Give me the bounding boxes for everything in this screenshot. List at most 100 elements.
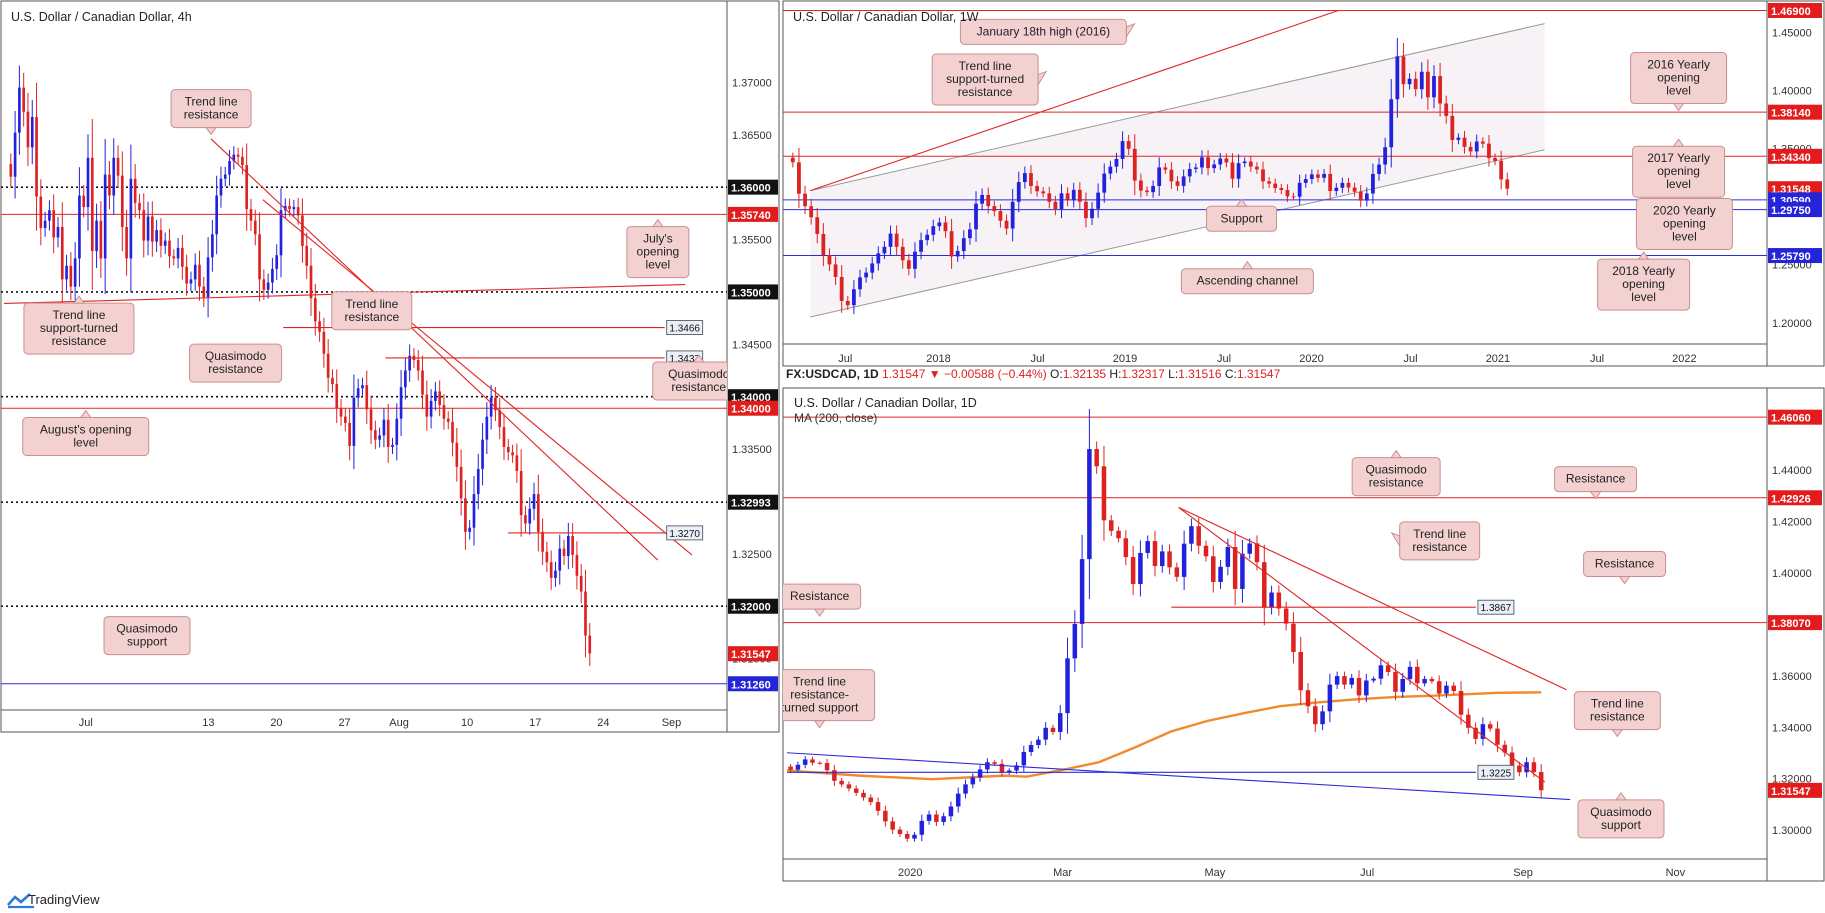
candle-body: [382, 419, 386, 436]
candle-body: [1413, 78, 1418, 90]
candle-body: [253, 220, 257, 235]
candle-body: [882, 246, 887, 254]
callout-pointer: [692, 354, 705, 363]
candle-body: [1342, 676, 1347, 685]
candle-body: [802, 759, 808, 765]
callout-text: Quasimodo: [205, 349, 267, 363]
candle-body: [1480, 141, 1485, 144]
candle-body: [1090, 208, 1094, 219]
level-tag-label: 1.3270: [669, 529, 700, 540]
candle-body: [980, 194, 985, 204]
header-piece: O:: [1050, 367, 1063, 381]
candle-body: [1285, 189, 1290, 197]
candle-body: [931, 226, 936, 235]
price-tag: [728, 389, 778, 405]
callout-text: support: [127, 635, 168, 649]
price-tag: [1768, 202, 1822, 218]
candle-body: [1065, 193, 1070, 201]
candle-body: [1517, 765, 1522, 773]
candle-body: [519, 471, 523, 516]
candle-body: [506, 446, 510, 453]
candle-body: [1480, 724, 1486, 739]
candle-body: [1029, 173, 1033, 187]
callout-pointer: [79, 409, 92, 419]
candle-body: [1175, 181, 1180, 186]
candle-body: [588, 635, 592, 654]
candle-body: [1474, 141, 1479, 152]
y-tick-label: 1.44000: [1772, 465, 1812, 477]
candle-body: [211, 234, 214, 258]
x-tick-label: Jul: [79, 717, 93, 729]
candle-body: [78, 195, 81, 259]
trend-line: [786, 752, 1571, 801]
price-tag-label: 1.31260: [731, 679, 771, 691]
candle-body: [1322, 173, 1326, 178]
candle-body: [43, 220, 47, 229]
candle-body: [266, 282, 270, 290]
callout-pointer: [1672, 103, 1685, 112]
price-tag: [1768, 2, 1822, 18]
x-tick-label: 2020: [1299, 353, 1323, 365]
candle-body: [292, 207, 296, 210]
candle-body: [1509, 752, 1515, 766]
candle-body: [1254, 543, 1260, 563]
x-tick-label: 13: [202, 717, 214, 729]
candle-body: [1538, 772, 1544, 791]
candle-body: [245, 165, 249, 210]
trend-line: [1178, 506, 1567, 691]
y-tick-label: 1.33500: [732, 444, 772, 456]
chart-title: U.S. Dollar / Canadian Dollar, 1W: [793, 10, 979, 24]
callout-text: Ascending channel: [1197, 274, 1298, 288]
candle-body: [331, 377, 334, 385]
candle-body: [999, 763, 1005, 773]
candle-body: [95, 220, 98, 252]
candle-body: [1419, 71, 1424, 90]
candle-body: [1327, 684, 1333, 712]
candle-body: [1096, 192, 1101, 209]
callout-text: Support: [1221, 211, 1264, 225]
candle-body: [803, 193, 807, 207]
candle-body: [408, 355, 411, 371]
footer: TradingView: [0, 888, 1825, 913]
candle-body: [1340, 182, 1345, 188]
callout-text: 2018 Yearly: [1612, 264, 1675, 278]
tradingview-brand: TradingView: [28, 892, 100, 907]
x-tick-label: 2019: [1113, 353, 1137, 365]
header-piece: 1.31516: [1178, 367, 1225, 381]
candle-body: [404, 370, 407, 388]
candle-body: [189, 279, 193, 284]
candle-body: [369, 409, 373, 431]
callout-text: Quasimodo: [1365, 463, 1427, 477]
ma-200-line: [786, 691, 1542, 781]
plot-area: January 18th high (2016) Trend linesuppor…: [783, 9, 1767, 318]
candle-body: [992, 762, 997, 764]
candle-body: [1371, 173, 1375, 194]
candle-body: [864, 272, 868, 278]
callout-text: resistance: [671, 380, 726, 394]
candle-body: [579, 575, 583, 592]
candle-body: [906, 260, 911, 269]
callout-pointer: [1241, 260, 1254, 270]
candle-body: [219, 178, 223, 196]
candle-body: [1493, 158, 1497, 161]
candle-body: [185, 266, 188, 284]
candle-body: [1004, 220, 1009, 229]
header-piece: ▼: [929, 367, 944, 381]
candle-body: [1187, 168, 1192, 177]
candle-body: [1053, 201, 1058, 210]
candle-body: [1346, 182, 1351, 188]
y-tick-label: 1.40000: [1772, 568, 1812, 580]
callout-text: January 18th high (2016): [977, 24, 1110, 38]
x-tick-label: Sep: [662, 717, 682, 729]
callout-text: level: [646, 258, 671, 272]
candle-body: [1079, 559, 1085, 624]
callout-pointer: [72, 295, 85, 304]
candle-body: [1262, 562, 1267, 608]
candle-body: [395, 418, 399, 445]
candle-body: [129, 178, 133, 259]
callout-text: Resistance: [1595, 557, 1655, 571]
candle-body: [937, 222, 942, 227]
header-piece: H:: [1109, 367, 1121, 381]
panel-frame: [0, 0, 780, 733]
